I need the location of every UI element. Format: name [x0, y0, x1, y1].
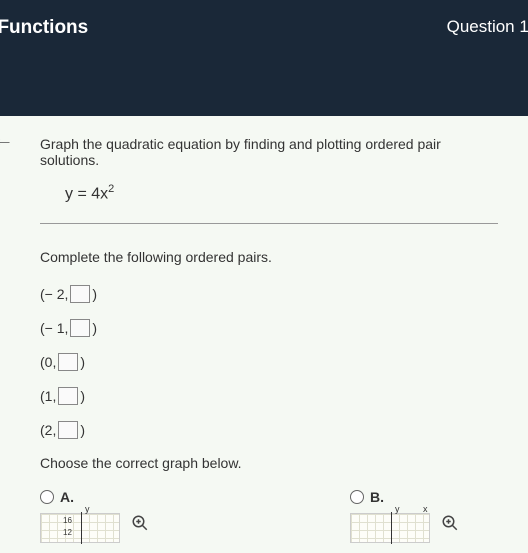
graph-a-y-axis [81, 512, 82, 544]
pair-x-2: 0 [45, 354, 53, 370]
pair-input-4[interactable] [58, 421, 78, 439]
pair-input-2[interactable] [58, 353, 78, 371]
instruction-text: Graph the quadratic equation by finding … [40, 136, 498, 168]
graph-b-y-label: y [395, 504, 400, 514]
graph-a-area: y 16 12 [40, 513, 150, 543]
back-arrow-icon[interactable]: ← [0, 126, 14, 152]
option-a-label: A. [60, 489, 74, 505]
pair-row-4: (2,) [40, 421, 498, 439]
option-a: A. y 16 12 [40, 489, 150, 543]
pair-x-3: 1 [45, 388, 53, 404]
pair-x-1: − 1 [45, 320, 65, 336]
graph-b[interactable]: y x [350, 513, 430, 543]
pair-input-3[interactable] [58, 387, 78, 405]
pair-row-2: (0,) [40, 353, 498, 371]
graph-b-x-label: x [423, 504, 428, 514]
choose-graph-title: Choose the correct graph below. [40, 455, 498, 471]
option-b-header: B. [350, 489, 384, 505]
zoom-icon-a[interactable] [130, 513, 150, 533]
graph-a-tick-12: 12 [63, 528, 72, 537]
option-b: B. y x [350, 489, 460, 543]
pair-row-3: (1,) [40, 387, 498, 405]
equation-exponent: 2 [108, 183, 114, 195]
page-title-left: tic Functions [0, 12, 88, 39]
question-content: ← Graph the quadratic equation by findin… [0, 116, 528, 553]
graph-options: A. y 16 12 [40, 489, 498, 543]
pair-row-1: (− 1,) [40, 319, 498, 337]
radio-a[interactable] [40, 490, 54, 504]
option-b-label: B. [370, 489, 384, 505]
pairs-title: Complete the following ordered pairs. [40, 249, 498, 265]
graph-a[interactable]: y 16 12 [40, 513, 120, 543]
graph-a-y-label: y [85, 504, 90, 514]
radio-b[interactable] [350, 490, 364, 504]
zoom-icon-b[interactable] [440, 513, 460, 533]
pair-x-0: − 2 [45, 286, 65, 302]
equation-base: y = 4x [65, 185, 108, 202]
pair-row-0: (− 2,) [40, 285, 498, 303]
divider-line [40, 223, 498, 224]
graph-a-tick-16: 16 [63, 516, 72, 525]
pair-input-1[interactable] [70, 319, 90, 337]
option-a-header: A. [40, 489, 74, 505]
graph-b-y-axis [391, 512, 392, 544]
pair-x-4: 2 [45, 422, 53, 438]
equation-display: y = 4x2 [65, 183, 498, 203]
question-indicator: Question 1 o [447, 12, 528, 37]
graph-b-area: y x [350, 513, 460, 543]
header-bar: tic Functions Question 1 o [0, 0, 528, 116]
pair-input-0[interactable] [70, 285, 90, 303]
